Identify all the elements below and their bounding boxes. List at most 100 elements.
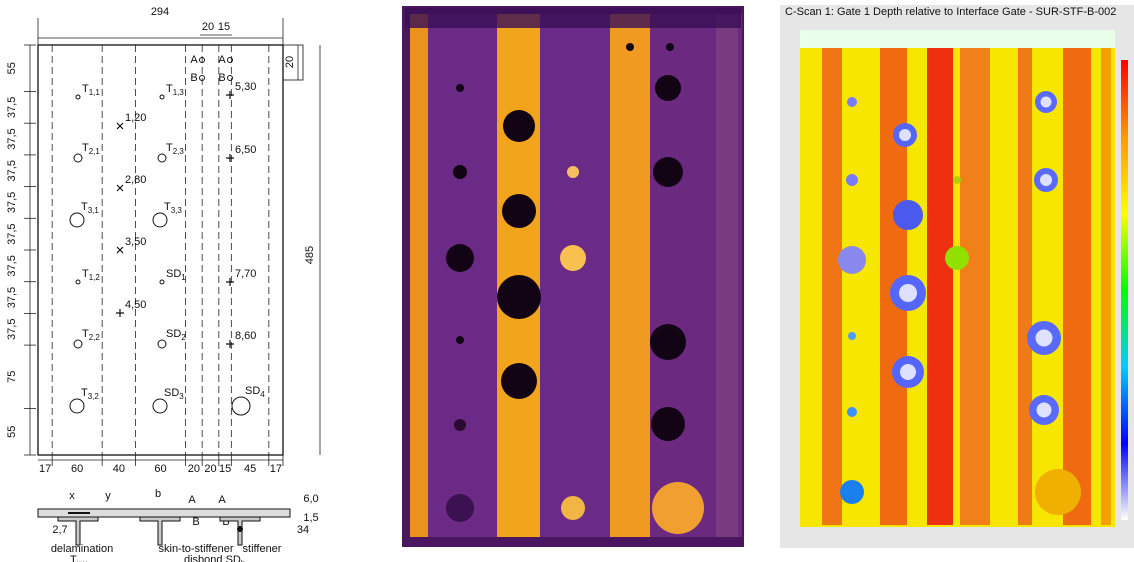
insert-label: SD2: [166, 328, 186, 342]
defect-marker: [117, 123, 123, 129]
insert-label: T2,3: [166, 142, 184, 156]
insert-label-sub: 1,2: [89, 273, 101, 282]
point-label: B: [218, 72, 225, 84]
defect-label: 8,60: [235, 330, 256, 342]
cross-section: [38, 509, 290, 545]
left-dim: 75: [6, 371, 18, 383]
thermo-spot: [446, 494, 474, 522]
caption: delamination: [51, 543, 113, 555]
page: 2942015204855537,537,537,537,537,537,537…: [0, 0, 1134, 562]
cscan-spot: [893, 200, 923, 230]
section-label: A: [188, 494, 196, 506]
cscan-stripe: [1063, 48, 1091, 525]
insert-label: T3,2: [81, 387, 99, 401]
cscan-stripe: [822, 48, 842, 525]
left-dim: 37,5: [6, 223, 18, 244]
section-label: 34: [297, 524, 309, 536]
thermo-spot: [446, 244, 474, 272]
defect-label: 6,50: [235, 144, 256, 156]
drawing: 2942015204855537,537,537,537,537,537,537…: [6, 6, 319, 562]
cscan-spot-core: [1040, 174, 1052, 186]
thermo-stripe: [610, 14, 650, 537]
section-label: 6,0: [303, 493, 318, 505]
thermo-spot: [453, 165, 467, 179]
thermo-stripe: [540, 14, 610, 537]
insert: [232, 397, 250, 415]
thermo-spot: [560, 245, 586, 271]
insert: [153, 399, 167, 413]
insert-label: T1,2: [82, 268, 100, 282]
caption-sub-main: disbond SD: [184, 554, 241, 562]
thermo-stripe: [716, 14, 738, 537]
thermo-spot: [561, 496, 585, 520]
insert-label-main: SD: [166, 328, 181, 340]
insert-label-sub: 2,2: [89, 333, 101, 342]
thermo-spot: [652, 482, 704, 534]
bottom-dim: 17: [39, 463, 51, 475]
defect-label: 1,20: [125, 112, 146, 124]
width-dim: 294: [151, 6, 169, 18]
cscan-spot: [838, 246, 866, 274]
section-label: b: [155, 488, 161, 500]
insert-label: T2,2: [82, 328, 100, 342]
insert-label-main: SD: [164, 387, 179, 399]
section-label: y: [105, 490, 111, 502]
thermo-spot: [653, 157, 683, 187]
insert-label-sub: 3,1: [88, 206, 100, 215]
insert-label-sub: 3,3: [171, 206, 183, 215]
bottom-dim: 45: [244, 463, 256, 475]
insert: [160, 95, 164, 99]
insert: [158, 340, 166, 348]
point-label: A: [218, 54, 226, 66]
insert: [160, 280, 164, 284]
defect-label: 3,50: [125, 236, 146, 248]
figure: 2942015204855537,537,537,537,537,537,537…: [0, 0, 1134, 562]
insert: [76, 95, 80, 99]
insert: [70, 213, 84, 227]
insert: [76, 280, 80, 284]
insert-label-sub: 2,1: [89, 147, 101, 156]
section-label: A: [218, 494, 226, 506]
c-scan: C-Scan 1: Gate 1 Depth relative to Inter…: [780, 5, 1134, 548]
insert: [153, 213, 167, 227]
cscan-spot-core: [1041, 97, 1052, 108]
thermo-spot: [655, 75, 681, 101]
thermo-stripe: [410, 14, 428, 537]
thermo-spot: [456, 336, 464, 344]
defect-marker: [117, 185, 123, 191]
insert-label-sub: 4: [260, 390, 265, 399]
insert-label: T2,1: [82, 142, 100, 156]
cscan-spot-core: [900, 364, 916, 380]
cscan-spot-core: [899, 284, 917, 302]
insert-label-sub: 2: [181, 333, 186, 342]
insert: [158, 154, 166, 162]
left-dim: 37,5: [6, 128, 18, 149]
cscan-stripe: [960, 48, 990, 525]
small-dim: 15: [218, 21, 230, 33]
thermo-spot: [503, 110, 535, 142]
stiffener-pointer: [237, 526, 243, 532]
insert-label: T1,1: [82, 83, 100, 97]
bottom-dim: 20: [188, 463, 200, 475]
defect-marker: [116, 309, 124, 317]
insert-label-sub: 3,2: [88, 392, 100, 401]
insert-label-sub: 3: [179, 392, 184, 401]
cscan-top: [800, 30, 1115, 48]
caption-sub: disbond SDb: [184, 554, 246, 562]
insert: [74, 154, 82, 162]
insert: [70, 399, 84, 413]
point: [228, 58, 233, 63]
defect-marker: [226, 340, 234, 348]
cscan-spot: [945, 246, 969, 270]
cscan-spot: [840, 480, 864, 504]
cscan-spot: [847, 407, 857, 417]
insert-label: T3,3: [164, 201, 182, 215]
insert-label-main: SD: [245, 385, 260, 397]
insert-label: T1,3: [166, 83, 184, 97]
thermo-spot: [650, 324, 686, 360]
thermo-spot: [567, 166, 579, 178]
thermo-spot: [666, 43, 674, 51]
thermo-spot: [626, 43, 634, 51]
insert-label-main: SD: [166, 268, 181, 280]
cscan-spot-core: [899, 129, 911, 141]
